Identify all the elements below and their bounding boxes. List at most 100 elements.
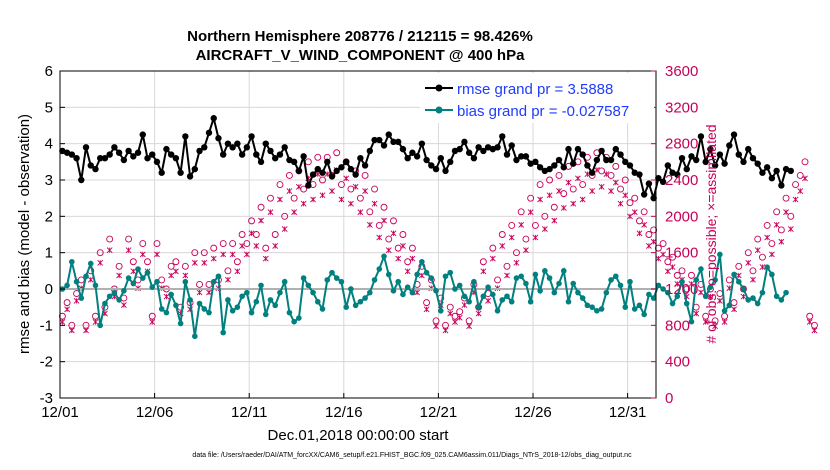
obs-possible-marker <box>673 271 681 279</box>
rmse-point <box>399 145 407 153</box>
rmse-point <box>650 194 657 202</box>
legend-bias-marker <box>435 106 443 114</box>
obs-assimilated-marker <box>764 234 771 241</box>
rmse-point <box>480 147 487 155</box>
obs-possible-marker <box>730 299 738 307</box>
bias-point <box>414 271 420 278</box>
obs-assimilated-marker <box>499 243 506 249</box>
obs-possible-marker <box>744 249 752 257</box>
bias-point <box>291 318 297 325</box>
obs-possible-marker <box>768 240 776 248</box>
obs-assimilated-marker <box>513 259 520 266</box>
obs-assimilated-marker <box>139 251 146 258</box>
bias-point <box>532 271 539 278</box>
obs-possible-marker <box>560 190 568 198</box>
rmse-point <box>324 158 331 166</box>
rmse-point <box>172 155 180 162</box>
obs-possible-marker <box>607 172 615 179</box>
bias-point <box>769 271 775 278</box>
obs-assimilated-marker <box>409 255 416 262</box>
obs-assimilated-marker <box>229 251 236 258</box>
bias-point <box>627 278 633 285</box>
bias-point <box>485 284 491 290</box>
obs-possible-marker <box>276 181 284 188</box>
rmse-point <box>328 173 336 180</box>
rmse-point <box>560 164 567 171</box>
rmse-point <box>305 182 312 189</box>
rmse-point <box>536 164 544 171</box>
obs-possible-marker <box>659 240 667 248</box>
bias-point <box>187 297 193 303</box>
obs-possible-marker <box>63 299 71 307</box>
bias-point <box>154 278 160 285</box>
rmse-point <box>97 155 104 162</box>
rmse-point <box>158 169 165 176</box>
bias-point <box>674 293 681 300</box>
obs-assimilated-marker <box>551 217 558 224</box>
rmse-point <box>73 155 80 162</box>
obs-assimilated-marker <box>371 200 378 207</box>
obs-possible-marker <box>522 235 530 243</box>
bias-point <box>433 288 439 294</box>
y-axis-label: rmse and bias (model - observation) <box>16 114 33 354</box>
obs-assimilated-marker <box>754 247 761 254</box>
obs-assimilated-marker <box>579 196 586 203</box>
obs-assimilated-marker <box>735 272 742 279</box>
bias-point <box>608 277 614 283</box>
rmse-point <box>120 156 128 164</box>
obs-possible-marker <box>106 235 114 243</box>
bias-point <box>494 308 501 314</box>
bias-point <box>130 280 137 287</box>
bias-point <box>419 258 425 265</box>
y2-tick-label: 400 <box>665 354 690 371</box>
obs-assimilated-marker <box>97 259 104 266</box>
chart-title: Northern Hemisphere 208776 / 212115 = 98… <box>187 28 533 45</box>
rmse-point <box>565 145 572 153</box>
rmse-point <box>787 167 795 175</box>
bias-point <box>778 297 785 303</box>
rmse-point <box>215 135 222 142</box>
obs-possible-marker <box>654 244 662 252</box>
bias-point <box>400 291 406 298</box>
obs-possible-marker <box>262 244 270 252</box>
obs-assimilated-marker <box>655 255 662 262</box>
obs-assimilated-marker <box>87 276 94 283</box>
y2-tick-label: 2000 <box>665 208 698 225</box>
rmse-point <box>224 140 232 147</box>
obs-assimilated-marker <box>721 319 728 325</box>
obs-possible-marker <box>205 281 213 288</box>
obs-possible-marker <box>763 221 771 229</box>
bias-point <box>111 289 118 296</box>
obs-possible-marker <box>541 212 549 220</box>
obs-assimilated-marker <box>59 319 66 325</box>
y2-axis-label: # of obs: o=possible; ×=assimilated <box>703 124 719 343</box>
obs-assimilated-marker <box>414 289 421 296</box>
bias-point <box>589 304 595 310</box>
x-axis: 12/01 12/06 12/11 12/16 12/21 12/26 12/31 <box>41 393 646 421</box>
obs-possible-marker <box>621 176 629 184</box>
bias-point <box>702 293 709 300</box>
obs-possible-marker <box>792 181 799 188</box>
bias-point <box>333 275 340 281</box>
rmse-point <box>759 169 766 176</box>
bias-point <box>409 289 416 296</box>
bias-point <box>139 275 146 281</box>
rmse-point <box>735 151 742 158</box>
rmse-point <box>272 155 279 162</box>
obs-assimilated-marker <box>352 183 359 190</box>
obs-assimilated-marker <box>532 234 539 241</box>
obs-assimilated-marker <box>310 196 316 203</box>
rmse-point <box>376 136 383 144</box>
bias-point <box>612 273 619 280</box>
y2-tick-label: 3200 <box>665 99 698 116</box>
obs-assimilated-marker <box>541 226 548 232</box>
obs-assimilated-marker <box>759 264 766 270</box>
bias-point <box>579 295 586 301</box>
obs-assimilated-marker <box>319 192 326 199</box>
rmse-point <box>130 153 137 160</box>
obs-possible-marker <box>200 249 208 257</box>
obs-possible-marker <box>153 240 161 248</box>
bias-point <box>480 293 487 300</box>
obs-possible-marker <box>210 244 218 252</box>
rmse-point <box>428 162 435 169</box>
